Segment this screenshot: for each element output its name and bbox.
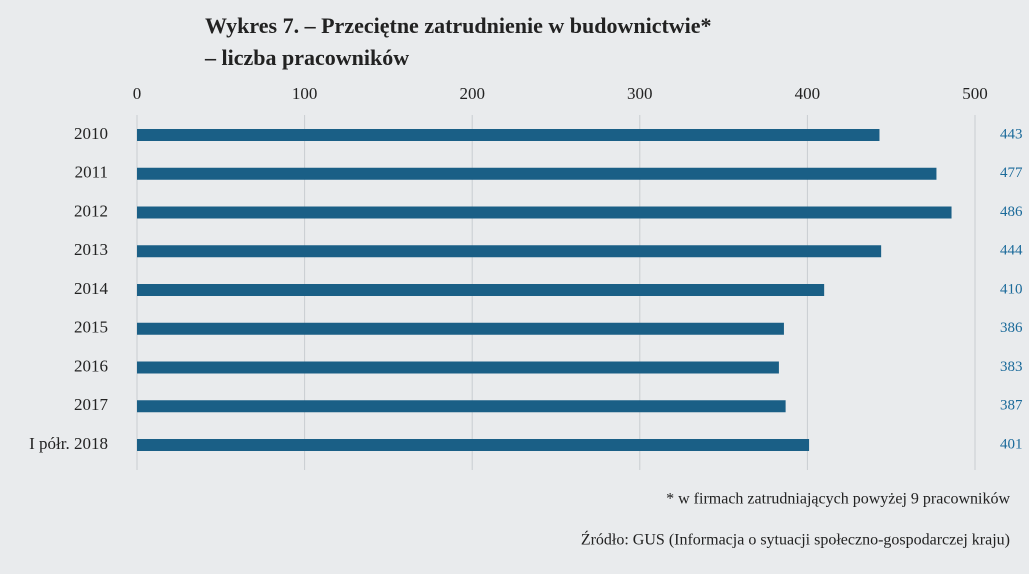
y-tick-label: 2012 [74, 201, 108, 220]
bar [137, 361, 779, 374]
value-label: 444 [1000, 243, 1023, 259]
x-tick-label: 300 [627, 84, 653, 103]
bar [137, 284, 825, 296]
y-tick-label: 2014 [74, 279, 109, 298]
bar [137, 245, 882, 258]
value-label: 477 [1000, 165, 1023, 181]
value-label: 443 [1000, 126, 1023, 142]
value-label: 386 [1000, 320, 1023, 336]
y-tick-label: 2017 [74, 395, 109, 414]
value-label: 383 [1000, 359, 1023, 375]
x-tick-label: 400 [795, 84, 821, 103]
bar [137, 400, 786, 413]
y-tick-label: 2013 [74, 240, 108, 259]
x-tick-label: 0 [133, 84, 142, 103]
value-label: 387 [1000, 398, 1023, 414]
y-tick-label: 2015 [74, 318, 108, 337]
footnote: * w firmach zatrudniających powyżej 9 pr… [666, 491, 1010, 508]
chart-subtitle: – liczba pracowników [204, 45, 409, 70]
value-label: 401 [1000, 436, 1023, 452]
bar [137, 322, 784, 335]
value-label: 486 [1000, 204, 1023, 220]
bar [137, 167, 937, 180]
x-tick-label: 500 [962, 84, 988, 103]
value-label: 410 [1000, 281, 1023, 297]
bar [137, 439, 810, 451]
y-tick-label: 2016 [74, 356, 108, 375]
x-tick-label: 200 [459, 84, 485, 103]
chart-title: Wykres 7. – Przeciętne zatrudnienie w bu… [205, 13, 712, 38]
y-tick-label: 2011 [75, 163, 108, 182]
y-tick-label: I półr. 2018 [29, 434, 108, 453]
bar [137, 129, 880, 141]
source: Źródło: GUS (Informacja o sytuacji społe… [581, 530, 1010, 549]
y-tick-label: 2010 [74, 124, 108, 143]
bar [137, 206, 952, 219]
x-tick-label: 100 [292, 84, 318, 103]
